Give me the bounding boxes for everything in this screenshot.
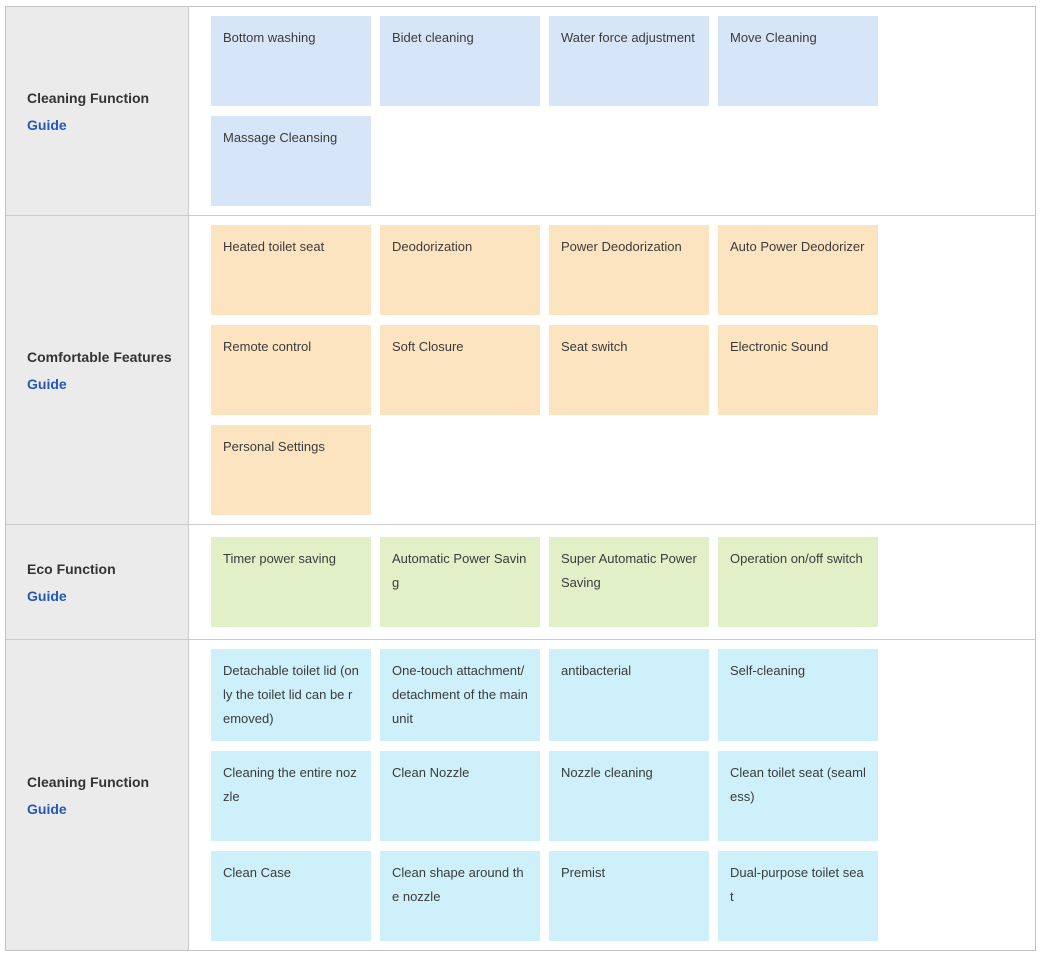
guide-link[interactable]: Guide xyxy=(27,587,67,604)
feature-card: Operation on/off switch xyxy=(718,537,878,627)
category-cell: Cleaning Function Guide xyxy=(6,7,189,215)
category-cell: Eco Function Guide xyxy=(6,525,189,639)
feature-card: Detachable toilet lid (only the toilet l… xyxy=(211,649,371,741)
card-grid: Detachable toilet lid (only the toilet l… xyxy=(189,640,1035,950)
feature-card: Soft Closure xyxy=(380,325,540,415)
guide-link[interactable]: Guide xyxy=(27,375,67,392)
feature-card: Automatic Power Saving xyxy=(380,537,540,627)
guide-link[interactable]: Guide xyxy=(27,116,67,133)
feature-card: Personal Settings xyxy=(211,425,371,515)
feature-card: Water force adjustment xyxy=(549,16,709,106)
feature-comparison-table: Cleaning Function Guide Bottom washing Bi… xyxy=(5,6,1036,951)
feature-card: Deodorization xyxy=(380,225,540,315)
guide-link[interactable]: Guide xyxy=(27,800,67,817)
feature-card: Self-cleaning xyxy=(718,649,878,741)
feature-card: antibacterial xyxy=(549,649,709,741)
feature-card: Cleaning the entire nozzle xyxy=(211,751,371,841)
category-label: Eco Function xyxy=(27,560,116,577)
category-cell: Cleaning Function Guide xyxy=(6,640,189,950)
feature-card: Bidet cleaning xyxy=(380,16,540,106)
feature-card: Seat switch xyxy=(549,325,709,415)
category-cell: Comfortable Features Guide xyxy=(6,216,189,524)
feature-card: Heated toilet seat xyxy=(211,225,371,315)
feature-card: One-touch attachment/detachment of the m… xyxy=(380,649,540,741)
feature-card: Super Automatic Power Saving xyxy=(549,537,709,627)
card-grid: Heated toilet seat Deodorization Power Deo… xyxy=(189,216,1035,524)
feature-card: Clean Case xyxy=(211,851,371,941)
feature-card: Clean shape around the nozzle xyxy=(380,851,540,941)
feature-card: Massage Cleansing xyxy=(211,116,371,206)
feature-card: Clean toilet seat (seamless) xyxy=(718,751,878,841)
feature-card: Clean Nozzle xyxy=(380,751,540,841)
feature-card: Timer power saving xyxy=(211,537,371,627)
category-row-cleaning-function-2: Cleaning Function Guide Detachable toile… xyxy=(6,640,1035,950)
category-row-comfortable-features: Comfortable Features Guide Heated toilet… xyxy=(6,216,1035,525)
feature-card: Electronic Sound xyxy=(718,325,878,415)
category-label: Cleaning Function xyxy=(27,89,150,106)
feature-card: Bottom washing xyxy=(211,16,371,106)
category-label: Cleaning Function xyxy=(27,773,150,790)
category-label: Comfortable Features xyxy=(27,348,172,365)
feature-card: Power Deodorization xyxy=(549,225,709,315)
feature-card: Auto Power Deodorizer xyxy=(718,225,878,315)
feature-card: Premist xyxy=(549,851,709,941)
category-row-eco-function: Eco Function Guide Timer power saving Aut… xyxy=(6,525,1035,640)
card-grid: Bottom washing Bidet cleaning Water force … xyxy=(189,7,1035,215)
feature-card: Nozzle cleaning xyxy=(549,751,709,841)
category-row-cleaning-function: Cleaning Function Guide Bottom washing Bi… xyxy=(6,7,1035,216)
feature-card: Move Cleaning xyxy=(718,16,878,106)
feature-card: Dual-purpose toilet seat xyxy=(718,851,878,941)
card-grid: Timer power saving Automatic Power Saving… xyxy=(189,525,1035,639)
feature-card: Remote control xyxy=(211,325,371,415)
